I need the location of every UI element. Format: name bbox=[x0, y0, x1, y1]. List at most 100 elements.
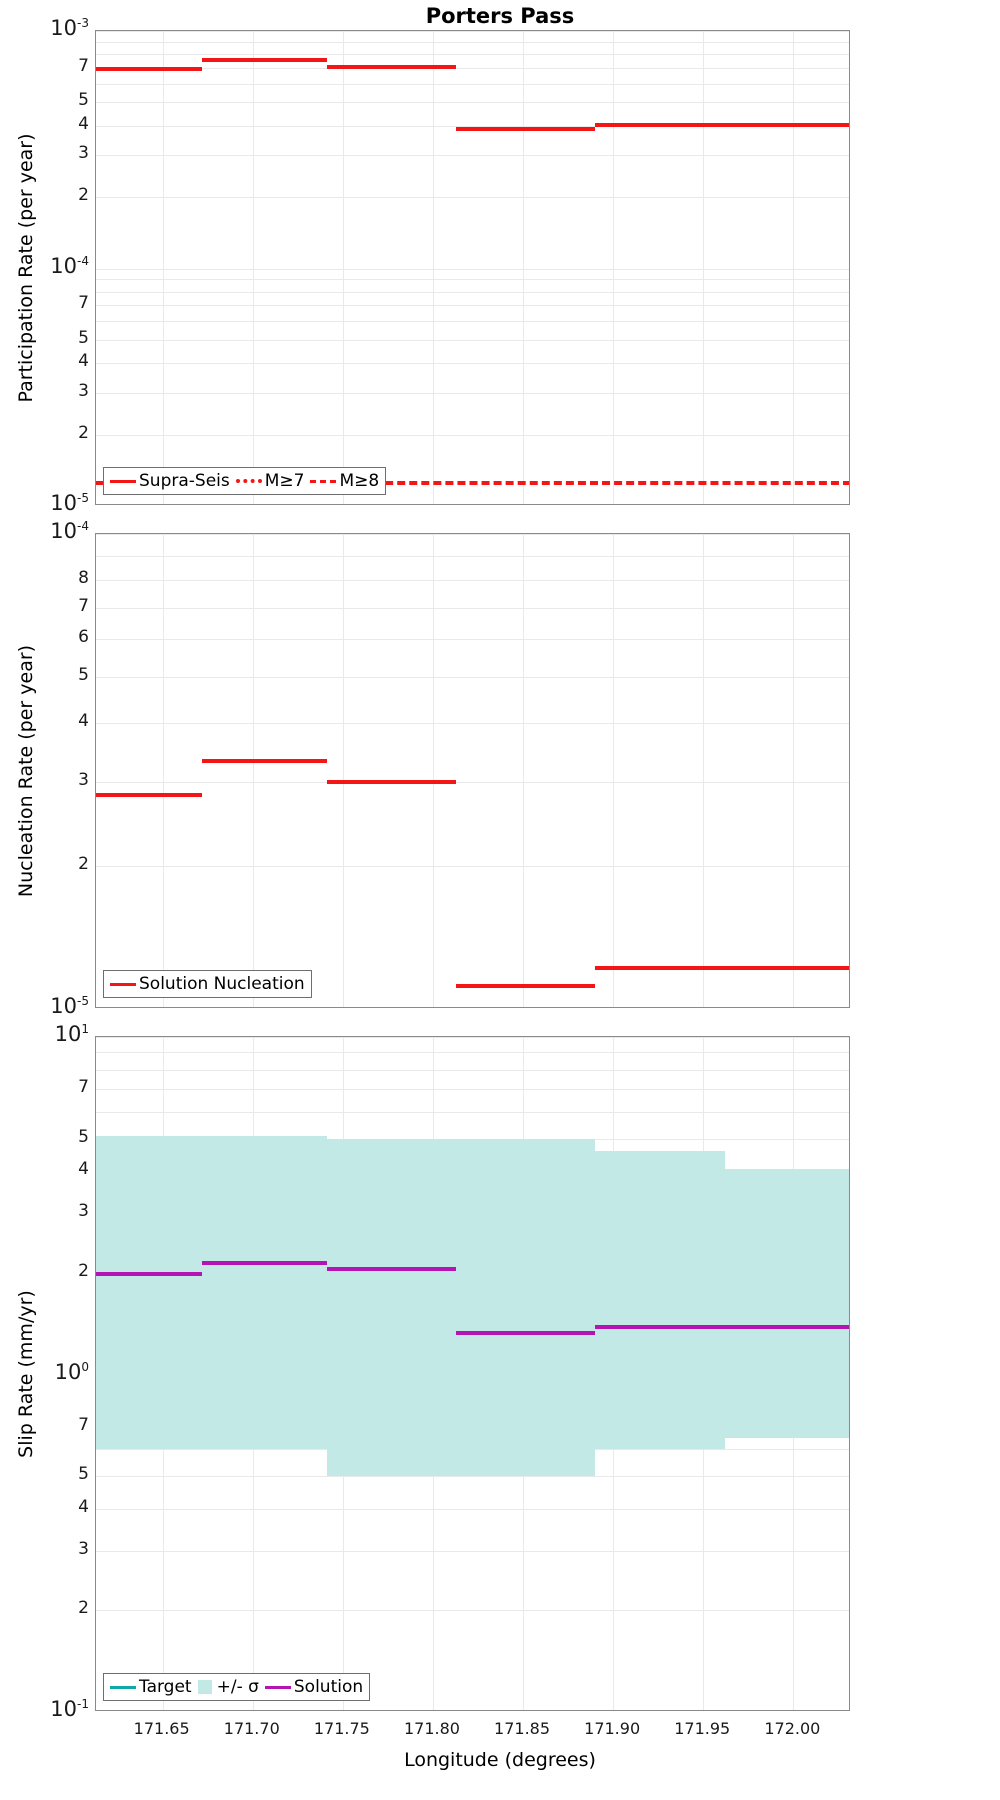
gridline-horizontal bbox=[96, 292, 849, 293]
gridline-horizontal bbox=[96, 321, 849, 322]
series-segment bbox=[96, 793, 203, 798]
gridline-vertical bbox=[613, 534, 614, 1007]
gridline-vertical bbox=[433, 31, 434, 504]
panel-slip-rate bbox=[95, 1036, 850, 1711]
panel-slip-ylabel: Slip Rate (mm/yr) bbox=[15, 1289, 37, 1458]
series-segment bbox=[202, 57, 327, 62]
gridline-vertical bbox=[613, 31, 614, 504]
series-segment bbox=[595, 965, 849, 970]
series-segment bbox=[456, 1330, 596, 1335]
panel-nucleation-rate bbox=[95, 533, 850, 1008]
panel-participation-legend[interactable]: Supra-Seis M≥7 M≥8 bbox=[103, 467, 387, 495]
legend-line-icon bbox=[310, 479, 337, 483]
series-segment bbox=[326, 780, 457, 785]
x-tick-label: 171.95 bbox=[674, 1719, 731, 1738]
x-tick-label: 171.70 bbox=[223, 1719, 280, 1738]
gridline-horizontal bbox=[96, 155, 849, 156]
y-tick-label: 10-4 bbox=[50, 519, 89, 543]
y-tick-label: 2 bbox=[78, 854, 89, 874]
panel-participation-rate bbox=[95, 30, 850, 505]
gridline-vertical bbox=[793, 534, 794, 1007]
y-tick-label: 4 bbox=[78, 1159, 89, 1180]
gridline-horizontal bbox=[96, 580, 849, 581]
y-tick-label: 3 bbox=[78, 1201, 89, 1222]
legend-item[interactable]: Solution bbox=[264, 1676, 364, 1697]
gridline-horizontal bbox=[96, 1476, 849, 1477]
y-tick-label: 2 bbox=[78, 422, 89, 443]
gridline-horizontal bbox=[96, 1551, 849, 1552]
legend-item[interactable]: Solution Nucleation bbox=[110, 973, 305, 994]
legend-item[interactable]: M≥8 bbox=[310, 470, 380, 491]
series-segment bbox=[96, 1271, 203, 1276]
series-segment bbox=[326, 1267, 457, 1272]
y-tick-label: 3 bbox=[78, 143, 89, 164]
y-tick-label: 8 bbox=[78, 568, 89, 589]
series-segment bbox=[96, 480, 849, 485]
panel-nucleation-ylabel: Nucleation Rate (per year) bbox=[15, 644, 37, 897]
y-tick-label: 7 bbox=[78, 1414, 89, 1435]
legend-label: Solution bbox=[293, 1676, 364, 1697]
legend-item[interactable]: Supra-Seis bbox=[110, 472, 230, 490]
legend-line-icon bbox=[110, 1685, 136, 1689]
gridline-horizontal bbox=[96, 197, 849, 198]
figure-title: Porters Pass bbox=[425, 4, 575, 28]
y-tick-label: 7 bbox=[78, 595, 89, 616]
gridline-horizontal bbox=[96, 102, 849, 103]
legend-label: Target bbox=[139, 1676, 192, 1697]
legend-label: +/- σ bbox=[216, 1676, 259, 1697]
gridline-horizontal bbox=[96, 305, 849, 306]
y-tick-label: 100 bbox=[54, 1359, 89, 1384]
legend-line-icon bbox=[110, 982, 136, 986]
gridline-horizontal bbox=[96, 54, 849, 55]
legend-label: M≥8 bbox=[339, 470, 380, 491]
legend-item[interactable]: M≥7 bbox=[235, 472, 304, 490]
gridline-vertical bbox=[343, 534, 344, 1007]
gridline-horizontal bbox=[96, 1037, 849, 1038]
gridline-vertical bbox=[343, 31, 344, 504]
y-tick-label: 10-1 bbox=[50, 1697, 89, 1721]
gridline-horizontal bbox=[96, 866, 849, 867]
gridline-horizontal bbox=[96, 556, 849, 557]
series-band-sigma bbox=[96, 1135, 327, 1450]
y-tick-label: 10-5 bbox=[50, 491, 89, 515]
y-tick-label: 10-3 bbox=[50, 16, 89, 40]
gridline-horizontal bbox=[96, 608, 849, 609]
gridline-horizontal bbox=[96, 1610, 849, 1611]
gridline-horizontal bbox=[96, 534, 849, 535]
y-tick-label: 10-5 bbox=[50, 994, 89, 1018]
y-tick-label: 4 bbox=[78, 1496, 89, 1517]
gridline-horizontal bbox=[96, 269, 849, 270]
legend-label: Solution Nucleation bbox=[139, 973, 305, 994]
x-tick-label: 171.80 bbox=[403, 1719, 460, 1738]
legend-line-icon bbox=[264, 1685, 291, 1689]
gridline-horizontal bbox=[96, 126, 849, 127]
x-tick-label: 171.85 bbox=[494, 1719, 551, 1738]
y-tick-label: 7 bbox=[78, 1077, 89, 1098]
panel-participation-ylabel: Participation Rate (per year) bbox=[15, 132, 37, 403]
gridline-horizontal bbox=[96, 782, 849, 783]
y-tick-label: 5 bbox=[78, 90, 89, 111]
y-tick-label: 4 bbox=[78, 711, 89, 732]
panel-nucleation-legend[interactable]: Solution Nucleation bbox=[103, 970, 312, 998]
y-tick-label: 101 bbox=[54, 1022, 89, 1046]
gridline-vertical bbox=[433, 534, 434, 1007]
y-tick-label: 2 bbox=[78, 185, 89, 205]
gridline-vertical bbox=[793, 31, 794, 504]
x-axis-label: Longitude (degrees) bbox=[404, 1749, 596, 1771]
gridline-horizontal bbox=[96, 639, 849, 640]
series-segment bbox=[595, 1325, 849, 1330]
legend-item[interactable]: Target bbox=[110, 1676, 192, 1697]
gridline-horizontal bbox=[96, 1112, 849, 1113]
legend-line-icon bbox=[235, 479, 262, 483]
gridline-horizontal bbox=[96, 42, 849, 43]
gridline-horizontal bbox=[96, 31, 849, 32]
x-tick-label: 171.75 bbox=[313, 1719, 370, 1738]
gridline-vertical bbox=[253, 534, 254, 1007]
y-tick-label: 10-4 bbox=[50, 253, 89, 278]
gridline-horizontal bbox=[96, 1052, 849, 1053]
y-tick-label: 5 bbox=[78, 1464, 89, 1485]
gridline-horizontal bbox=[96, 84, 849, 85]
panel-slip-legend[interactable]: Target +/- σ Solution bbox=[103, 1673, 371, 1701]
gridline-vertical bbox=[163, 534, 164, 1007]
legend-item[interactable]: +/- σ bbox=[197, 1676, 259, 1697]
